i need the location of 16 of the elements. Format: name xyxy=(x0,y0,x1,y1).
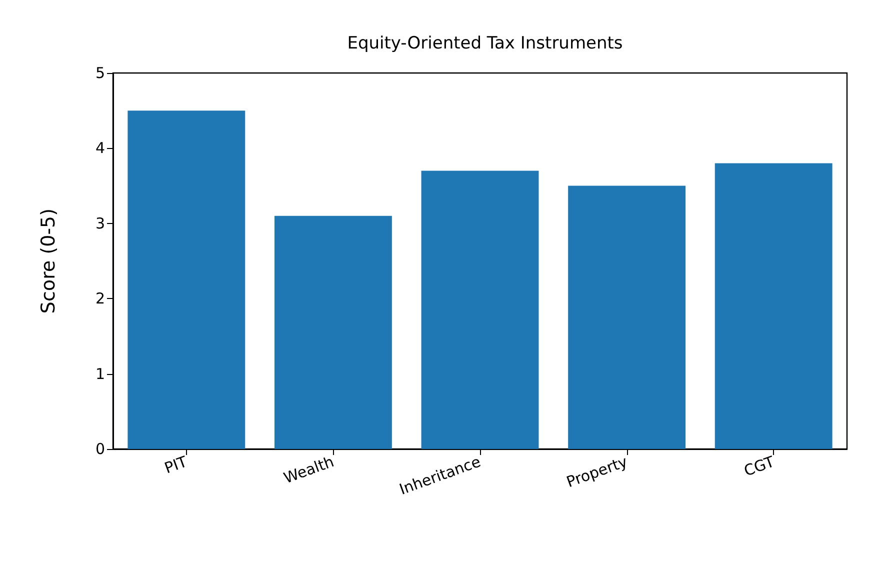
y-tick-label: 5 xyxy=(95,64,105,82)
bar xyxy=(128,110,246,449)
x-tick-label: PIT xyxy=(162,452,190,478)
y-tick-label: 4 xyxy=(95,139,105,158)
y-tick-label: 1 xyxy=(95,364,105,383)
x-tick-label: Wealth xyxy=(281,452,336,488)
bar xyxy=(714,163,832,449)
y-tick-label: 0 xyxy=(95,440,105,458)
bar xyxy=(568,186,686,449)
y-axis-title: Score (0-5) xyxy=(38,208,60,314)
y-tick-label: 2 xyxy=(95,290,105,308)
chart-title: Equity-Oriented Tax Instruments xyxy=(347,34,623,54)
bar xyxy=(274,216,392,449)
x-tick-label: CGT xyxy=(742,452,778,480)
y-tick-label: 3 xyxy=(95,214,105,232)
bar xyxy=(421,170,539,449)
